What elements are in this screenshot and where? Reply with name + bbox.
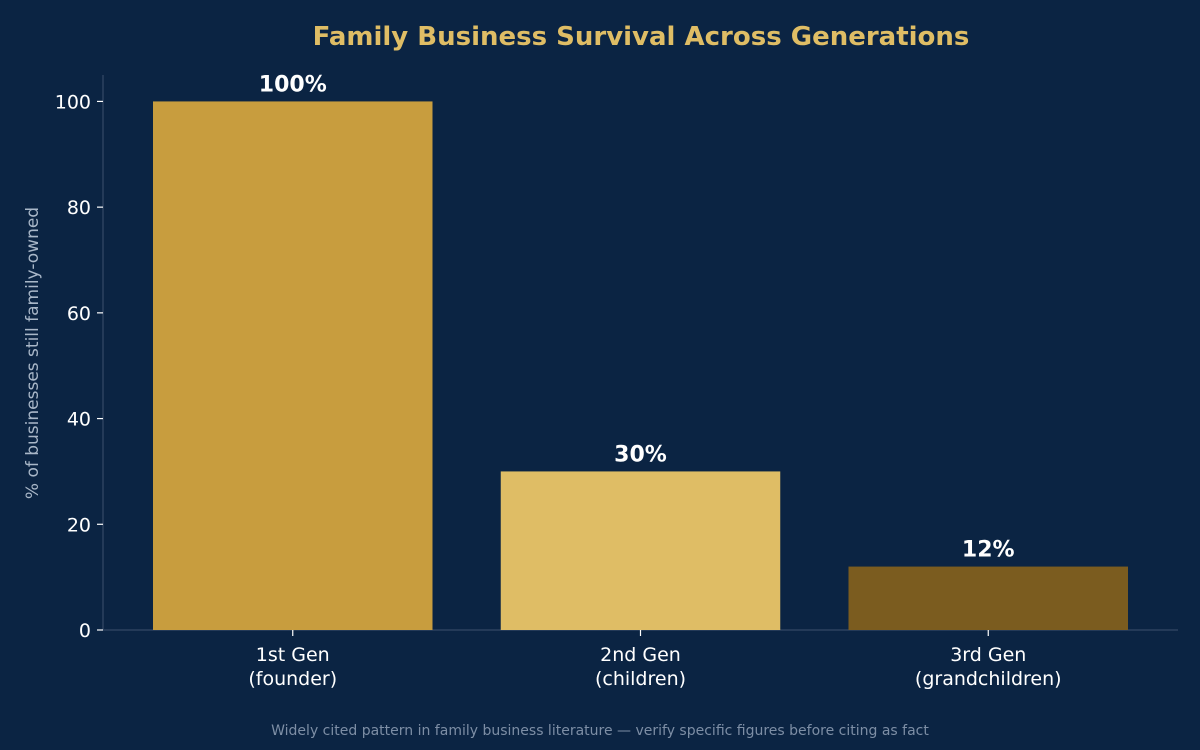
x-tick-label: 1st Gen: [256, 644, 330, 666]
chart-title: Family Business Survival Across Generati…: [313, 22, 970, 52]
y-tick-label: 40: [67, 409, 91, 431]
x-tick-label: 2nd Gen: [600, 644, 681, 666]
x-tick-label: 3rd Gen: [950, 644, 1026, 666]
y-tick-label: 0: [79, 620, 91, 642]
bar-2: [500, 471, 781, 630]
footnote: Widely cited pattern in family business …: [271, 723, 929, 739]
y-tick-label: 20: [67, 514, 91, 536]
x-axis-ticks: 1st Gen(founder) 2nd Gen(children) 3rd Gen…: [248, 630, 1062, 690]
y-tick-label: 80: [67, 197, 91, 219]
y-tick-label: 100: [55, 91, 91, 113]
data-label-3: 12%: [962, 538, 1015, 563]
y-tick-label: 60: [67, 303, 91, 325]
x-tick-label: (founder): [248, 668, 337, 690]
data-labels-group: 100% 30% 12%: [259, 72, 1015, 562]
bar-1: [153, 101, 433, 630]
bars-group: [153, 101, 1128, 630]
data-label-1: 100%: [259, 72, 327, 97]
y-axis-label: % of businesses still family-owned: [23, 207, 43, 499]
bar-3: [848, 566, 1128, 630]
y-axis-ticks: 0 20 40 60 80 100: [55, 91, 103, 642]
x-tick-label: (grandchildren): [915, 668, 1062, 690]
x-tick-label: (children): [595, 668, 686, 690]
data-label-2: 30%: [614, 442, 667, 467]
